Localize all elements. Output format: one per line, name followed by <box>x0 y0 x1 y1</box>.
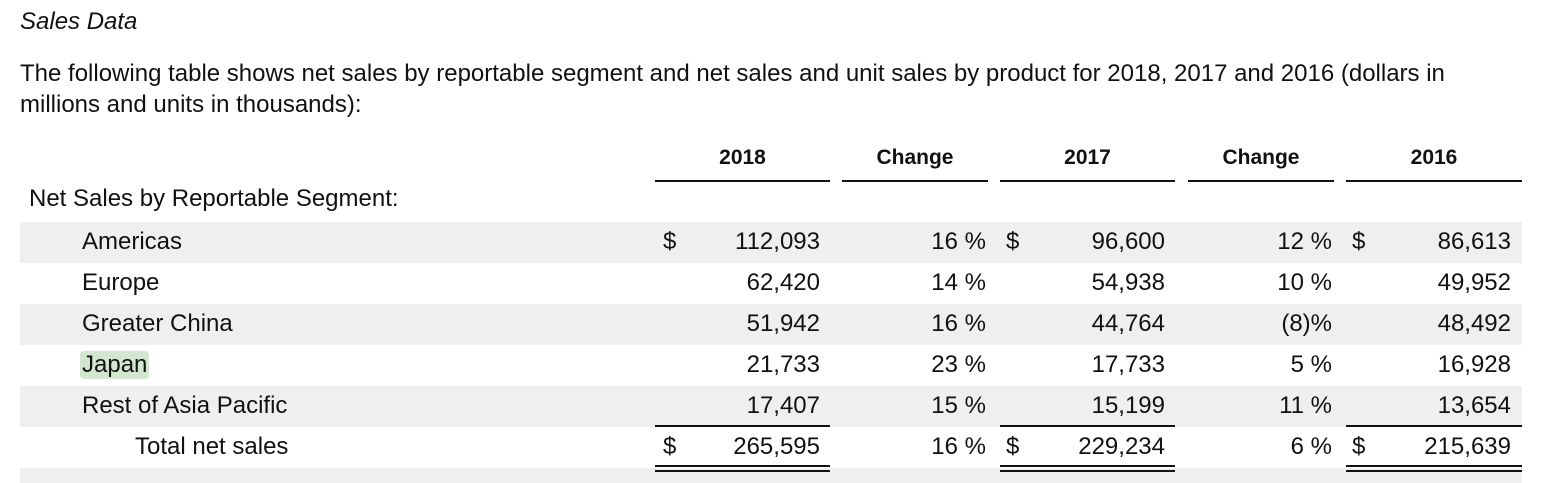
row-label-highlighted: Japan <box>80 351 150 379</box>
row-label: Americas <box>82 228 183 255</box>
total-row: Total net sales $ 265,595 16 % $ 229,234… <box>0 427 1556 468</box>
currency-symbol: $ <box>1006 433 1020 460</box>
value-2018: 21,733 <box>746 351 820 378</box>
total-label: Total net sales <box>135 433 289 460</box>
total-double-rule-2016 <box>1346 470 1522 472</box>
table-row: Europe 62,420 14 % 54,938 10 % 49,952 <box>0 263 1556 304</box>
value-2018: 112,093 <box>735 228 820 255</box>
change-2018: 14 % <box>931 269 986 296</box>
header-rule-2016 <box>1346 180 1522 182</box>
currency-symbol: $ <box>663 433 677 460</box>
header-2018: 2018 <box>719 146 766 169</box>
total-2016: 215,639 <box>1424 433 1511 460</box>
value-2017: 15,199 <box>1091 392 1165 419</box>
header-rule-2018 <box>655 180 830 182</box>
value-2017: 44,764 <box>1091 310 1165 337</box>
header-rule-change-2 <box>1188 180 1334 182</box>
row-band <box>20 222 1522 263</box>
segment-section-label: Net Sales by Reportable Segment: <box>29 185 399 212</box>
change-2017: 11 % <box>1279 392 1332 419</box>
value-2016: 13,654 <box>1437 392 1511 419</box>
subtotal-rule-2017 <box>1000 425 1175 427</box>
change-2017: 12 % <box>1277 228 1332 255</box>
value-2016: 49,952 <box>1437 269 1511 296</box>
value-2018: 17,407 <box>746 392 820 419</box>
header-2017: 2017 <box>1064 146 1111 169</box>
total-double-rule-2017 <box>1000 465 1175 467</box>
row-label: Europe <box>82 269 160 296</box>
header-change-1: Change <box>876 146 954 169</box>
intro-paragraph: The following table shows net sales by r… <box>20 60 1445 118</box>
value-2016: 86,613 <box>1437 228 1511 255</box>
table-row: Greater China 51,942 16 % 44,764 (8)% 48… <box>0 304 1556 345</box>
header-2016: 2016 <box>1410 146 1458 169</box>
change-2017: 10 % <box>1277 269 1332 296</box>
total-double-rule-2017 <box>1000 470 1175 472</box>
value-2016: 48,492 <box>1437 310 1511 337</box>
value-2017: 54,938 <box>1091 269 1165 296</box>
total-double-rule-2018 <box>655 465 830 467</box>
header-rule-change-1 <box>842 180 988 182</box>
header-change-2: Change <box>1222 146 1300 169</box>
value-2018: 51,942 <box>746 310 820 337</box>
total-2017: 229,234 <box>1078 433 1165 460</box>
table-row: Americas $ 112,093 16 % $ 96,600 12 % $ … <box>0 222 1556 263</box>
row-label: Rest of Asia Pacific <box>82 392 288 419</box>
change-2018: 23 % <box>931 351 986 378</box>
header-rule-2017 <box>1000 180 1175 182</box>
subtotal-rule-2018 <box>655 425 830 427</box>
row-label: Greater China <box>82 310 233 337</box>
total-2018: 265,595 <box>733 433 820 460</box>
currency-symbol: $ <box>663 228 677 255</box>
change-2017: (8)% <box>1281 310 1332 337</box>
change-2017: 5 % <box>1290 351 1332 378</box>
currency-symbol: $ <box>1006 228 1020 255</box>
row-band <box>20 386 1522 427</box>
value-2017: 17,733 <box>1091 351 1165 378</box>
value-2018: 62,420 <box>746 269 820 296</box>
currency-symbol: $ <box>1352 433 1366 460</box>
total-change-2018: 16 % <box>931 433 986 460</box>
table-row: Japan 21,733 23 % 17,733 5 % 16,928 <box>0 345 1556 386</box>
section-title: Sales Data <box>20 8 138 35</box>
value-2017: 96,600 <box>1091 228 1165 255</box>
currency-symbol: $ <box>1352 228 1366 255</box>
change-2018: 15 % <box>931 392 986 419</box>
value-2016: 16,928 <box>1437 351 1511 378</box>
table-row: Rest of Asia Pacific 17,407 15 % 15,199 … <box>0 386 1556 427</box>
subtotal-rule-2016 <box>1346 425 1522 427</box>
total-double-rule-2018 <box>655 470 830 472</box>
total-change-2017: 6 % <box>1290 433 1332 460</box>
total-double-rule-2016 <box>1346 465 1522 467</box>
change-2018: 16 % <box>931 310 986 337</box>
row-band <box>20 304 1522 345</box>
change-2018: 16 % <box>931 228 986 255</box>
